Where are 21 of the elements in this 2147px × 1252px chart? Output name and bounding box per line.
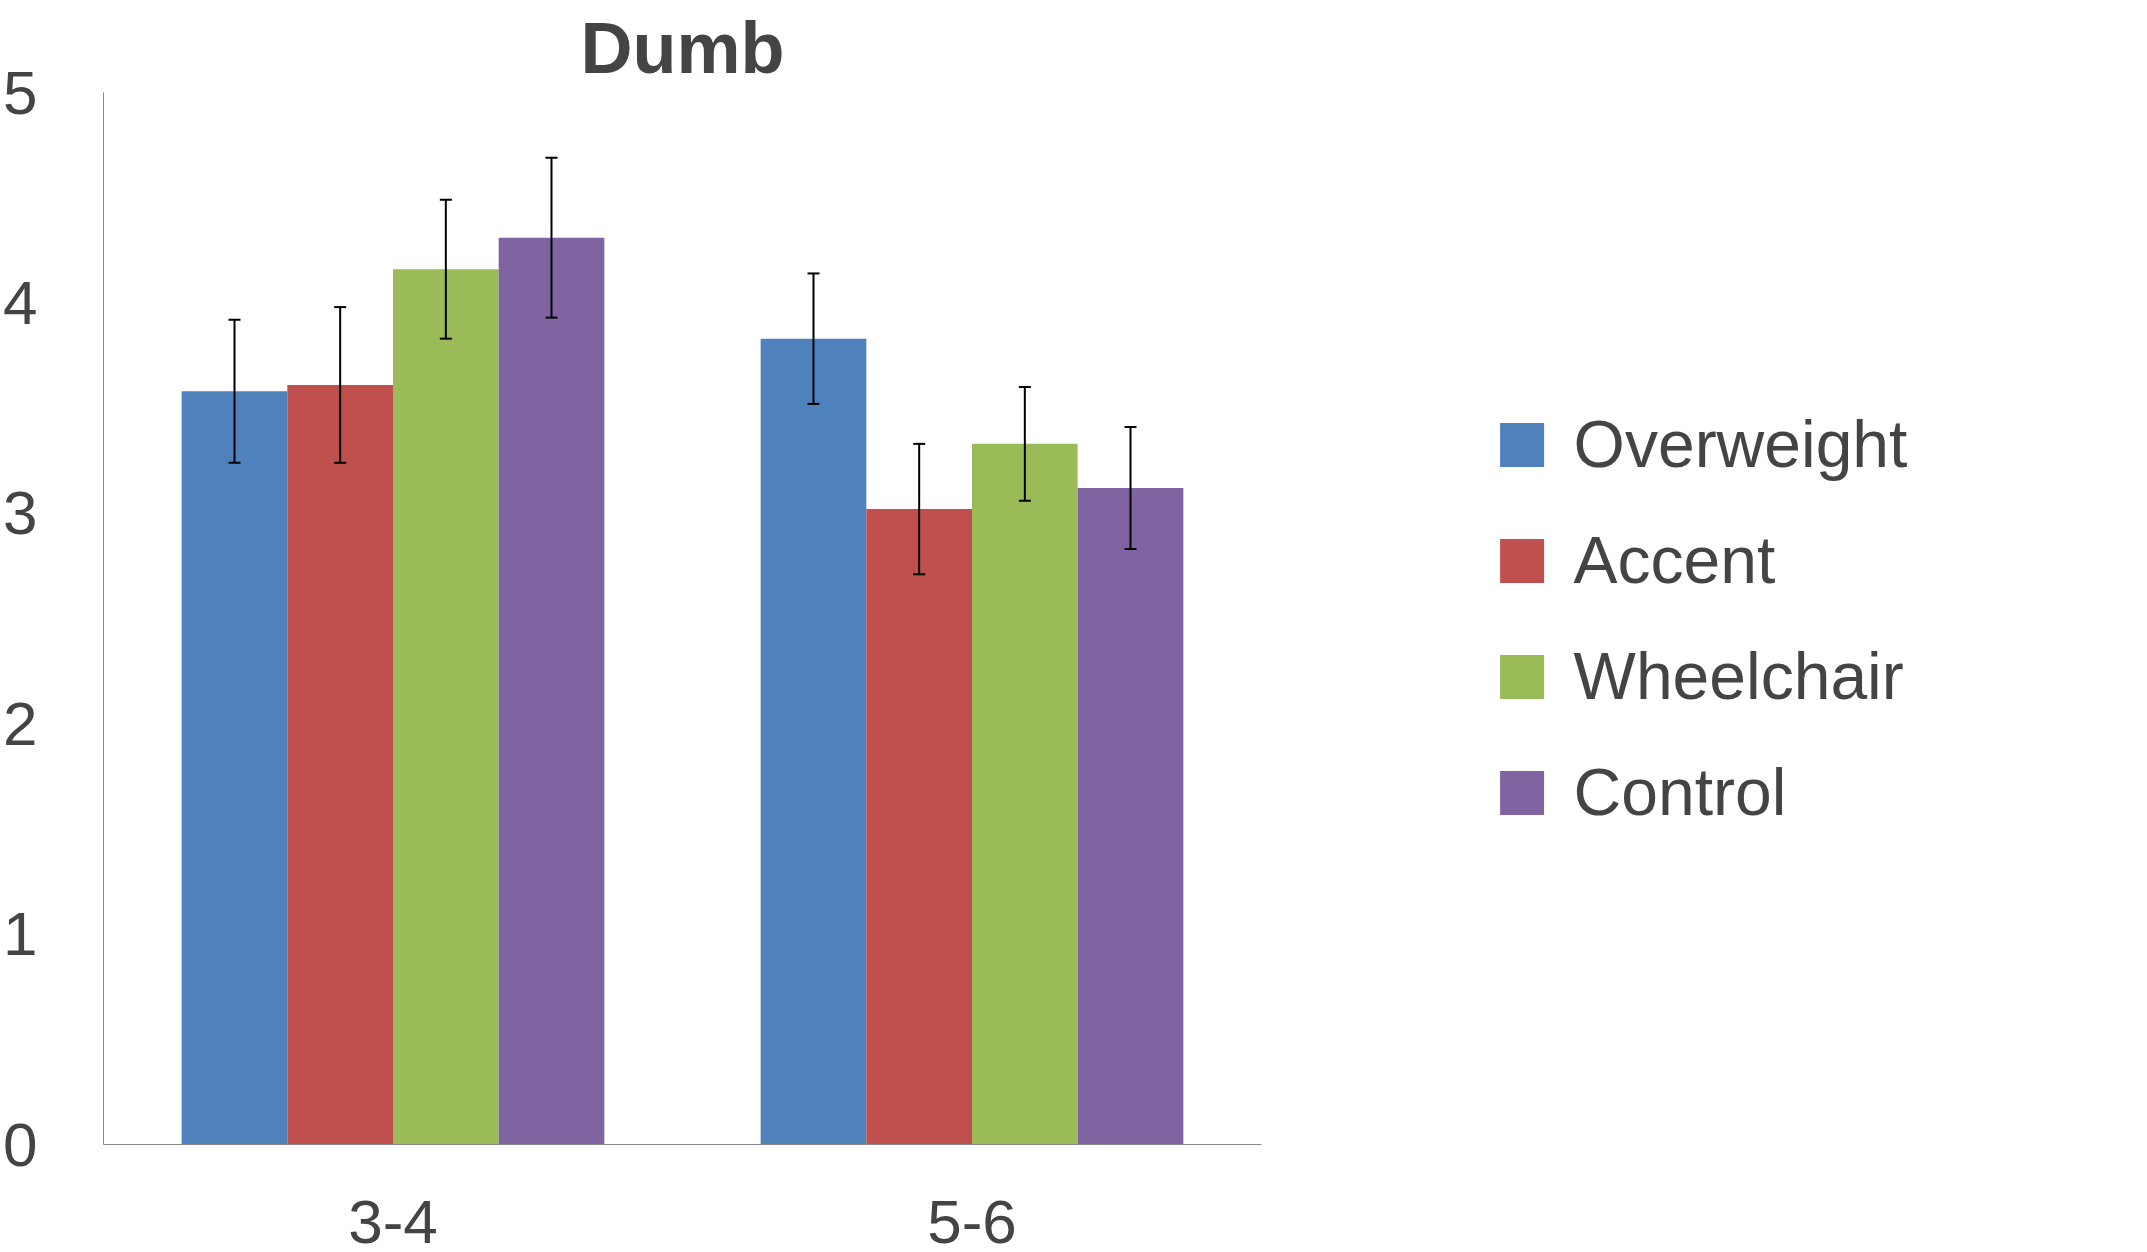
y-tick-label: 3 <box>3 478 38 548</box>
bar <box>760 338 867 1145</box>
legend-label: Overweight <box>1573 406 1908 482</box>
y-tick-label: 0 <box>3 1109 38 1179</box>
bar <box>866 509 972 1145</box>
bar <box>1077 488 1184 1145</box>
legend-label: Accent <box>1573 522 1776 598</box>
bar <box>181 391 288 1145</box>
bar <box>498 237 605 1145</box>
y-tick-label: 2 <box>3 688 38 758</box>
legend-label: Control <box>1573 754 1787 830</box>
y-tick-label: 5 <box>3 57 38 127</box>
x-tick-label: 5-6 <box>927 1186 1017 1252</box>
x-tick-label: 3-4 <box>348 1186 438 1252</box>
legend-label: Wheelchair <box>1573 638 1904 714</box>
chart-title: Dumb <box>580 7 785 88</box>
y-tick-label: 1 <box>3 899 38 969</box>
bar <box>287 384 393 1145</box>
bar <box>393 269 499 1145</box>
bar <box>972 443 1078 1145</box>
y-tick-label: 4 <box>3 267 38 337</box>
